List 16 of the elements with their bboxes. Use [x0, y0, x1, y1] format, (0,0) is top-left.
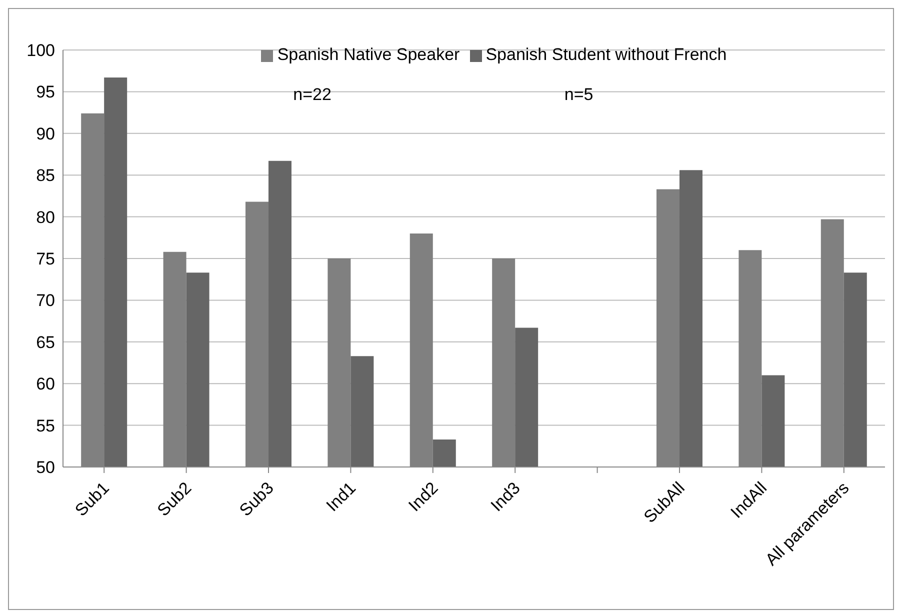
y-tick-label: 70	[36, 291, 55, 310]
y-tick-label: 55	[36, 416, 55, 436]
y-tick-label: 95	[36, 82, 55, 102]
y-tick-label: 85	[36, 166, 55, 186]
legend-label: Spanish Student without French	[486, 45, 727, 64]
annotation: n=5	[564, 84, 594, 105]
y-tick-label: 75	[36, 250, 55, 269]
y-tick-label: 65	[36, 332, 55, 352]
y-tick-label: 100	[26, 41, 55, 60]
legend-label: Spanish Native Speaker	[277, 45, 460, 64]
y-tick-label: 60	[36, 374, 55, 394]
y-tick-label: 90	[36, 124, 55, 144]
y-tick-label: 80	[36, 208, 55, 227]
x-tick-label: Ind1	[322, 478, 360, 516]
annotation: n=22	[293, 84, 332, 105]
y-tick-label: 50	[36, 458, 55, 478]
